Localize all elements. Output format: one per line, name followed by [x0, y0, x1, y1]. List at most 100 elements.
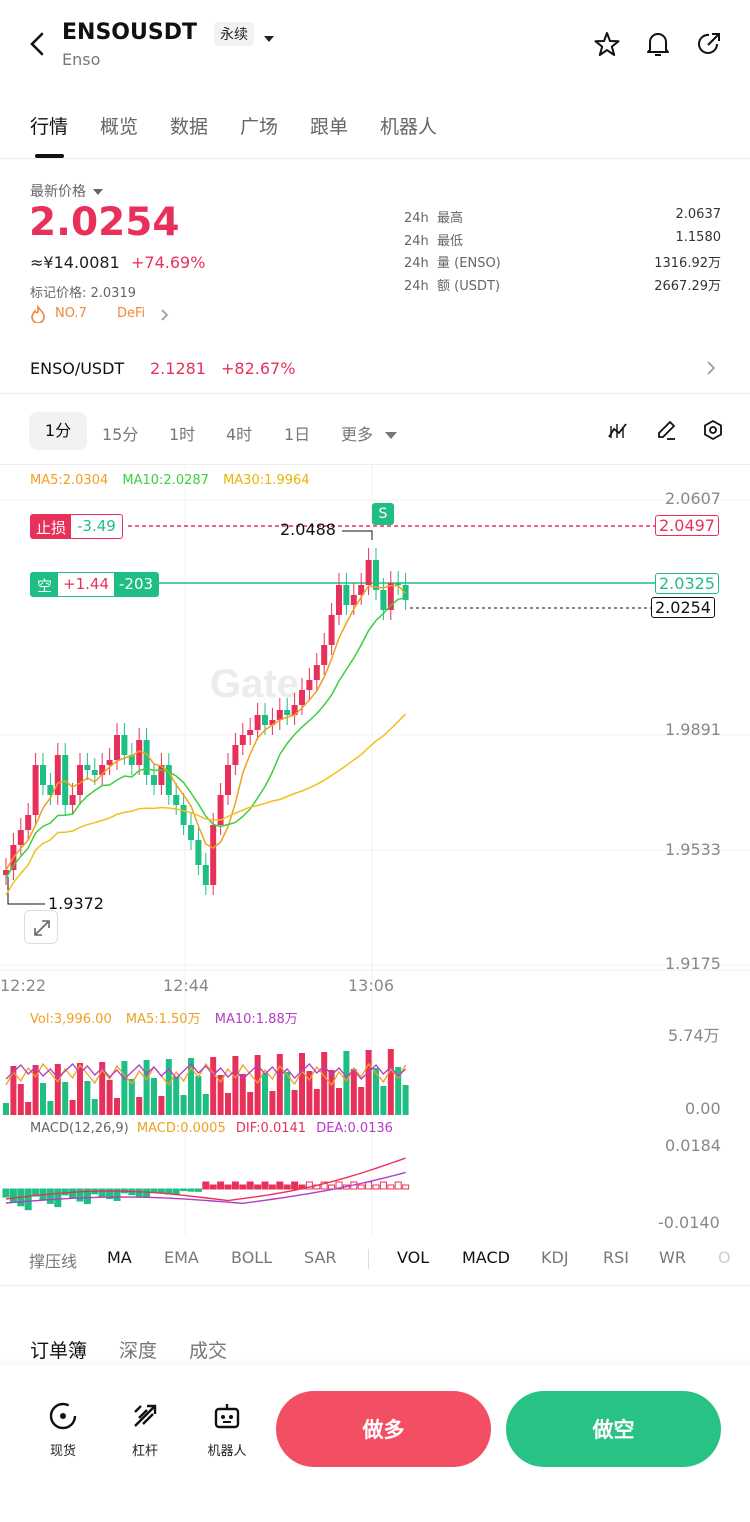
- spot-price: 2.1281: [150, 359, 206, 378]
- leverage-nav[interactable]: 杠杆: [122, 1400, 168, 1459]
- macd-histogram-bar: [194, 1188, 202, 1192]
- indicator-sar[interactable]: SAR: [304, 1248, 337, 1267]
- volume-bar: [262, 1073, 268, 1115]
- chart-settings-icon[interactable]: [702, 419, 724, 445]
- macd-histogram-bar: [106, 1188, 114, 1200]
- watermark: Gate: [210, 662, 299, 706]
- tab-bot[interactable]: 机器人: [380, 116, 438, 138]
- indicator-more[interactable]: O: [718, 1248, 731, 1267]
- tabs-divider: [0, 158, 750, 159]
- tab-data[interactable]: 数据: [170, 116, 209, 138]
- spot-nav[interactable]: 现货: [40, 1400, 86, 1459]
- volume-bar: [25, 1102, 32, 1115]
- volume-bar: [247, 1092, 254, 1115]
- indicator-wr[interactable]: WR: [659, 1248, 686, 1267]
- tab-overview[interactable]: 概览: [100, 116, 139, 138]
- indicator-boll[interactable]: BOLL: [231, 1248, 273, 1267]
- volume-bar: [106, 1080, 113, 1115]
- macd-histogram-bar: [320, 1181, 328, 1190]
- candle: [17, 830, 24, 845]
- short-button[interactable]: 做空: [506, 1391, 721, 1467]
- volume-bar: [358, 1087, 365, 1115]
- macd-histogram-bar: [305, 1181, 313, 1190]
- position-tag[interactable]: 空 +1.44 -203: [30, 572, 160, 597]
- macd-histogram-bar: [239, 1184, 247, 1190]
- chart-area[interactable]: Gate MA5:2.0304 MA10:2.0287 MA30:1.9964 …: [0, 465, 750, 1235]
- volume-bar: [151, 1078, 157, 1115]
- candle: [128, 755, 135, 765]
- y-tick: 1.9891: [665, 720, 721, 739]
- indicator-ma[interactable]: MA: [107, 1248, 132, 1267]
- indicator-macd[interactable]: MACD: [462, 1248, 510, 1267]
- spot-pair: ENSO/USDT: [30, 359, 125, 378]
- candle: [77, 765, 83, 795]
- ma-legend: MA5:2.0304 MA10:2.0287 MA30:1.9964: [30, 473, 310, 488]
- x-tick: 13:06: [348, 976, 395, 995]
- bot-nav[interactable]: 机器人: [204, 1400, 250, 1459]
- indicator-icon[interactable]: [607, 420, 629, 444]
- volume-bar: [54, 1064, 61, 1115]
- candle: [106, 760, 113, 765]
- indicator-kdj[interactable]: KDJ: [541, 1248, 569, 1267]
- tab-depth[interactable]: 深度: [119, 1340, 158, 1362]
- indicator-ema[interactable]: EMA: [164, 1248, 199, 1267]
- interval-1m[interactable]: 1分: [29, 412, 87, 450]
- interval-4h[interactable]: 4时: [226, 425, 253, 444]
- volume-bar: [128, 1079, 135, 1115]
- tab-order-book[interactable]: 订单簿: [30, 1340, 88, 1362]
- indicator-vol[interactable]: VOL: [397, 1248, 430, 1267]
- tab-square[interactable]: 广场: [240, 116, 279, 138]
- tab-market[interactable]: 行情: [30, 116, 69, 138]
- stat-volume: 24h 量 (ENSO) 1316.92万: [404, 252, 721, 275]
- tab-trades[interactable]: 成交: [189, 1340, 228, 1362]
- volume-bar: [195, 1076, 202, 1115]
- signal-badge[interactable]: S: [372, 503, 394, 525]
- interval-1h[interactable]: 1时: [169, 425, 196, 444]
- candle: [47, 785, 54, 795]
- symbol-name: Enso: [62, 50, 101, 69]
- chevron-right-icon[interactable]: [160, 307, 170, 321]
- indicator-support[interactable]: 撑压线: [29, 1252, 78, 1271]
- chevron-down-icon[interactable]: [263, 29, 275, 42]
- symbol-title[interactable]: ENSOUSDT: [62, 20, 197, 45]
- indicator-rsi[interactable]: RSI: [603, 1248, 629, 1267]
- volume-bar: [343, 1051, 350, 1115]
- candle: [173, 795, 180, 805]
- back-icon[interactable]: [26, 30, 50, 58]
- position-price: 2.0325: [655, 573, 719, 594]
- fire-icon: [30, 304, 46, 324]
- last-price-label[interactable]: 最新价格: [30, 181, 104, 201]
- volume-bar: [291, 1090, 298, 1115]
- rank-badge[interactable]: NO.7: [55, 306, 87, 321]
- draw-pen-icon[interactable]: [655, 419, 677, 445]
- stat-value: 1.1580: [675, 229, 722, 245]
- long-button[interactable]: 做多: [276, 1391, 491, 1467]
- volume-bar: [210, 1057, 217, 1115]
- bottom-bar: 现货 杠杆 机器人 做多 做空: [0, 1365, 750, 1522]
- candle: [158, 765, 165, 785]
- candle: [202, 865, 209, 885]
- volume-bar: [47, 1101, 54, 1115]
- macd-histogram-bar: [379, 1181, 387, 1190]
- expand-icon[interactable]: [24, 910, 58, 944]
- tab-copy-trade[interactable]: 跟单: [310, 116, 349, 138]
- share-icon[interactable]: [696, 31, 722, 57]
- volume-bar: [239, 1074, 246, 1115]
- stat-period: 24h: [404, 211, 429, 226]
- star-icon[interactable]: [593, 30, 621, 58]
- stop-loss-tag[interactable]: 止损 -3.49: [30, 514, 123, 539]
- candle: [284, 710, 291, 715]
- candle: [32, 765, 39, 815]
- stat-high: 24h 最高 2.0637: [404, 207, 721, 230]
- sector-badge[interactable]: DeFi: [117, 306, 146, 321]
- interval-1d[interactable]: 1日: [284, 425, 311, 444]
- bell-icon[interactable]: [645, 30, 671, 58]
- spot-pair-row[interactable]: ENSO/USDT 2.1281 +82.67%: [0, 344, 750, 392]
- contract-type-badge[interactable]: 永续: [214, 22, 254, 46]
- caret-down-icon[interactable]: [385, 425, 397, 444]
- interval-more[interactable]: 更多: [341, 425, 374, 444]
- macd-dea: DEA:0.0136: [316, 1121, 393, 1136]
- position-qty: -203: [118, 575, 154, 593]
- candle: [69, 795, 76, 805]
- interval-15m[interactable]: 15分: [102, 425, 139, 444]
